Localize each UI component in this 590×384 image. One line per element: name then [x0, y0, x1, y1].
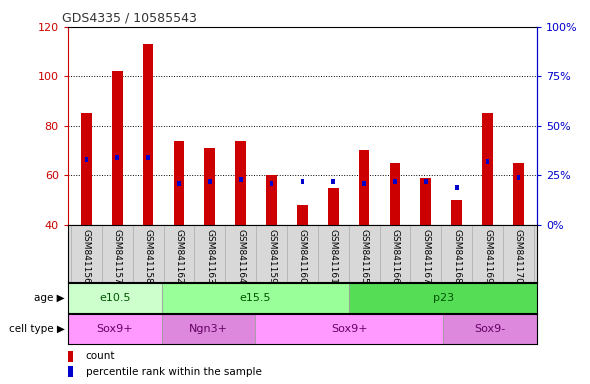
Bar — [349, 283, 537, 313]
Bar — [112, 71, 123, 225]
Bar — [513, 163, 524, 225]
Bar — [486, 159, 489, 164]
Bar — [297, 205, 308, 225]
Bar — [68, 283, 162, 313]
Bar — [68, 314, 162, 344]
Text: GSM841163: GSM841163 — [205, 229, 214, 284]
Bar — [443, 314, 537, 344]
Bar — [208, 179, 212, 184]
Bar — [362, 180, 366, 185]
Text: count: count — [86, 351, 115, 361]
Bar — [451, 200, 462, 225]
Bar — [239, 177, 242, 182]
Bar — [84, 157, 88, 162]
Text: cell type ▶: cell type ▶ — [9, 324, 65, 334]
Bar — [255, 314, 443, 344]
Bar — [516, 175, 520, 180]
Text: GSM841164: GSM841164 — [236, 229, 245, 284]
Bar — [173, 141, 184, 225]
Text: GSM841156: GSM841156 — [82, 229, 91, 284]
Bar — [204, 148, 215, 225]
Text: GSM841165: GSM841165 — [359, 229, 369, 284]
Text: GSM841168: GSM841168 — [452, 229, 461, 284]
Bar — [389, 163, 401, 225]
Text: GSM841161: GSM841161 — [329, 229, 337, 284]
Bar — [235, 141, 246, 225]
Bar — [162, 314, 255, 344]
Bar — [266, 175, 277, 225]
Bar — [482, 113, 493, 225]
Text: Sox9+: Sox9+ — [96, 324, 133, 334]
Text: e15.5: e15.5 — [240, 293, 271, 303]
Bar — [162, 283, 349, 313]
Bar — [421, 178, 431, 225]
Text: GSM841166: GSM841166 — [391, 229, 399, 284]
Text: GSM841159: GSM841159 — [267, 229, 276, 284]
Text: Ngn3+: Ngn3+ — [189, 324, 228, 334]
Bar — [116, 155, 119, 160]
Bar — [455, 185, 458, 190]
Bar — [359, 151, 369, 225]
Bar — [328, 187, 339, 225]
Text: p23: p23 — [432, 293, 454, 303]
Text: age ▶: age ▶ — [34, 293, 65, 303]
Bar — [270, 180, 273, 185]
Text: GSM841158: GSM841158 — [143, 229, 153, 284]
Bar — [143, 44, 153, 225]
Text: GSM841160: GSM841160 — [298, 229, 307, 284]
Text: Sox9+: Sox9+ — [331, 324, 368, 334]
Bar — [424, 179, 428, 184]
Text: GDS4335 / 10585543: GDS4335 / 10585543 — [62, 12, 197, 25]
Bar — [81, 113, 92, 225]
Text: GSM841170: GSM841170 — [514, 229, 523, 284]
Bar — [393, 179, 397, 184]
Bar — [300, 179, 304, 184]
Text: GSM841169: GSM841169 — [483, 229, 492, 284]
Text: GSM841157: GSM841157 — [113, 229, 122, 284]
Bar — [177, 180, 181, 185]
Text: Sox9-: Sox9- — [474, 324, 506, 334]
Text: e10.5: e10.5 — [99, 293, 130, 303]
Text: GSM841167: GSM841167 — [421, 229, 430, 284]
Bar — [146, 155, 150, 160]
Text: percentile rank within the sample: percentile rank within the sample — [86, 367, 261, 377]
Text: GSM841162: GSM841162 — [175, 229, 183, 284]
Bar — [332, 179, 335, 184]
